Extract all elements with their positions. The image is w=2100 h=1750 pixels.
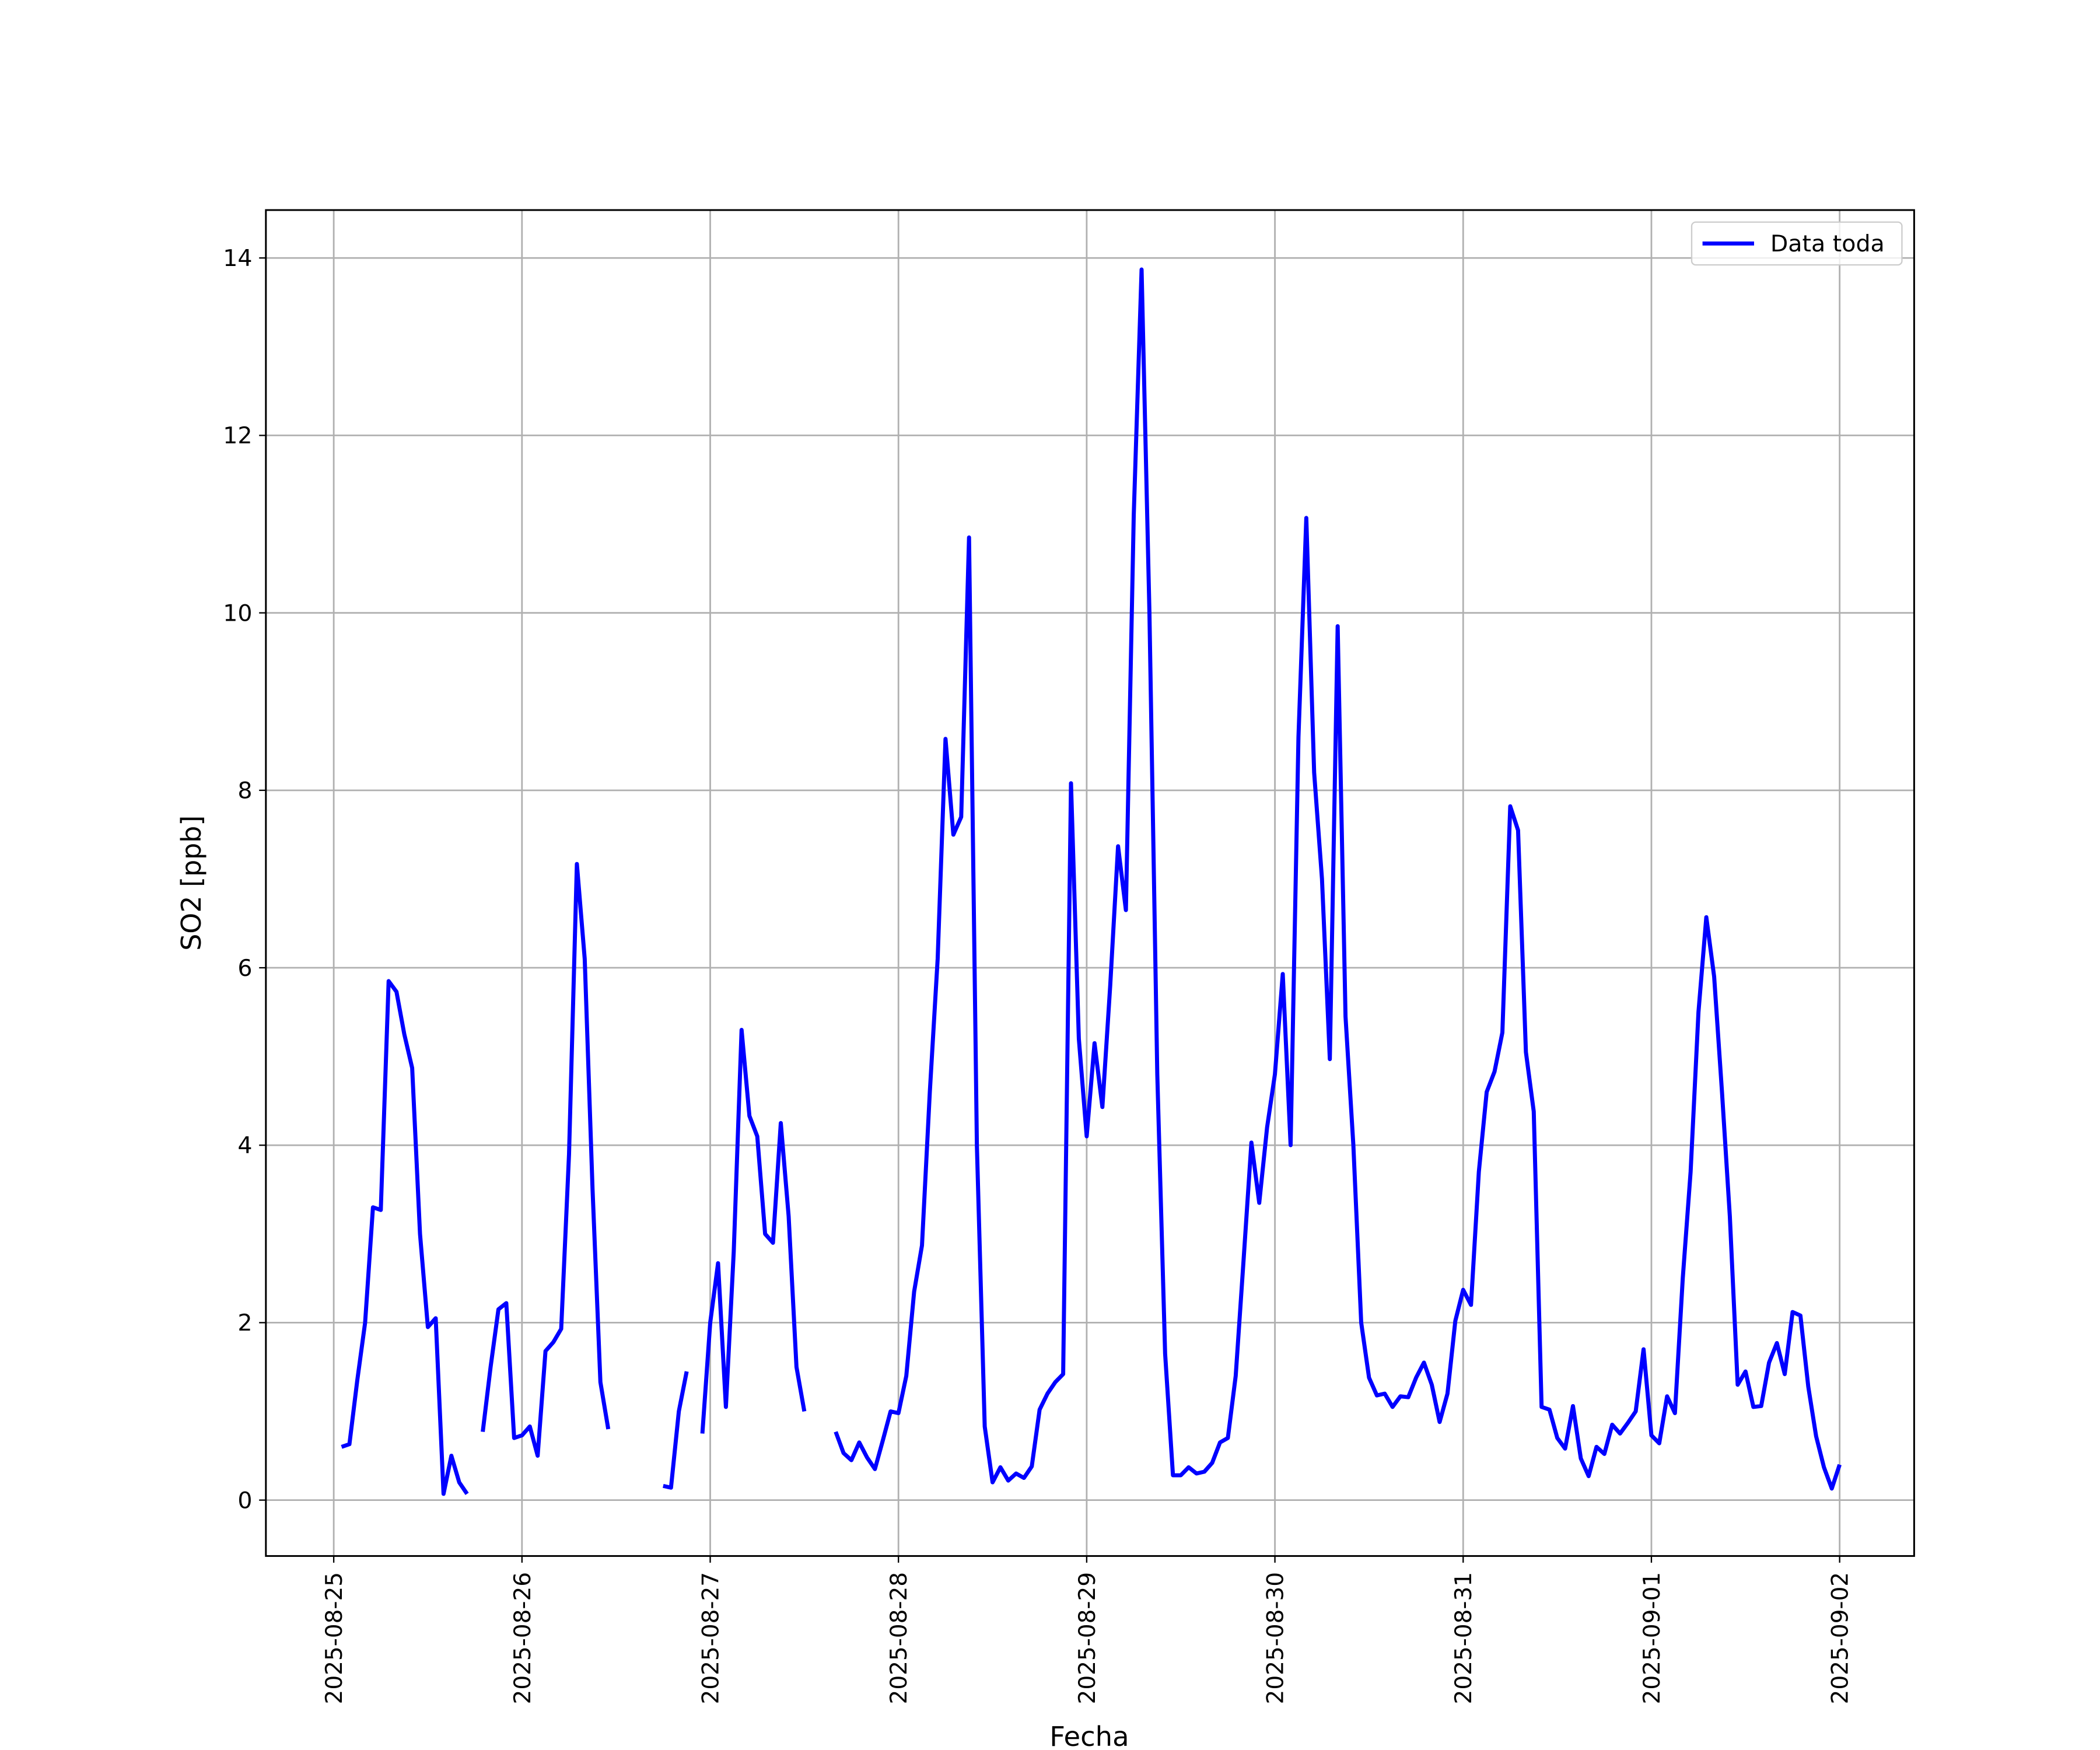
data-line — [341, 267, 1842, 1496]
y-tick-label: 12 — [223, 423, 252, 449]
x-tick-label: 2025-08-26 — [510, 1572, 536, 1704]
plot-frame — [265, 209, 1915, 1557]
x-tick-label: 2025-08-29 — [1074, 1572, 1101, 1704]
y-tick-label: 10 — [223, 601, 252, 627]
y-tick-label: 4 — [237, 1133, 252, 1159]
y-tick-label: 8 — [237, 778, 252, 804]
y-tick-label: 0 — [237, 1488, 252, 1514]
legend-box — [1690, 221, 1903, 266]
x-tick-label: 2025-08-25 — [321, 1572, 348, 1704]
legend: Data toda — [1690, 221, 1903, 266]
x-tick-label: 2025-08-28 — [886, 1572, 912, 1704]
x-tick-label: 2025-08-27 — [698, 1572, 724, 1704]
x-tick-label: 2025-09-02 — [1827, 1572, 1853, 1704]
x-axis-label: Fecha — [1049, 1721, 1129, 1750]
x-tick-label: 2025-09-01 — [1639, 1572, 1665, 1704]
y-tick-label: 14 — [223, 246, 252, 272]
x-tick-label: 2025-08-31 — [1451, 1572, 1477, 1704]
y-tick-label: 6 — [237, 956, 252, 982]
legend-label: Data toda — [1770, 231, 1885, 257]
y-tick-label: 2 — [237, 1310, 252, 1336]
x-tick-label: 2025-08-30 — [1262, 1572, 1289, 1704]
y-axis-label: SO2 [ppb] — [176, 816, 207, 951]
